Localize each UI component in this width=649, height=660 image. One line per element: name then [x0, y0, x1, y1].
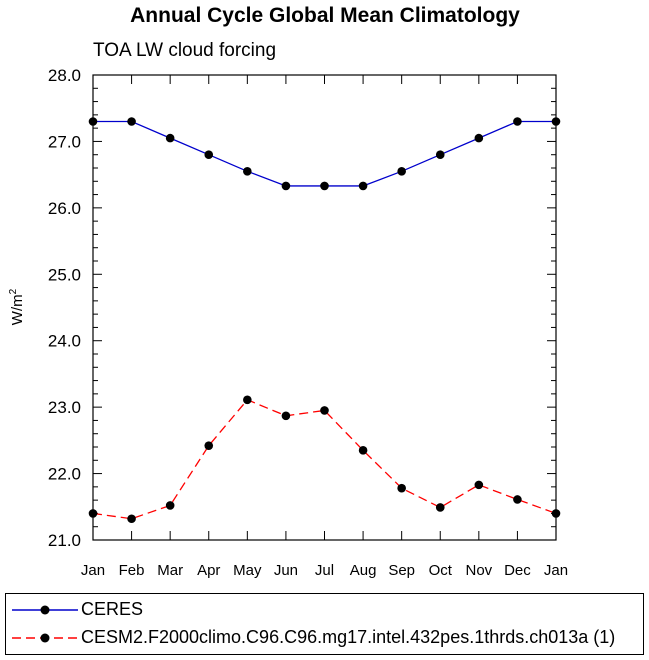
series-0-point: [397, 167, 406, 176]
legend: CERES CESM2.F2000climo.C96.C96.mg17.inte…: [5, 593, 644, 655]
y-tick-label: 28.0: [48, 66, 81, 85]
x-tick-label: Jun: [274, 562, 298, 579]
y-tick-label: 24.0: [48, 332, 81, 351]
series-0-point: [513, 117, 522, 126]
series-1-point: [435, 503, 445, 512]
y-tick-label: 21.0: [48, 531, 81, 550]
series-0-point: [165, 133, 175, 143]
legend-marker-cesm2: [12, 633, 78, 643]
series-0-point: [358, 181, 368, 191]
x-tick-label: Nov: [465, 562, 492, 579]
x-tick-label: Dec: [504, 562, 531, 579]
x-tick-label: Sep: [388, 562, 415, 579]
y-tick-label: 25.0: [48, 265, 81, 284]
chart-title: Annual Cycle Global Mean Climatology: [130, 4, 520, 27]
series-1-point: [320, 406, 329, 415]
series-1-point: [204, 441, 214, 450]
series-0-point: [243, 167, 252, 176]
legend-label-cesm2: CESM2.F2000climo.C96.C96.mg17.intel.432p…: [81, 627, 616, 647]
series-0-point: [204, 150, 214, 160]
series-0-point: [281, 181, 291, 191]
x-tick-label: Aug: [350, 562, 377, 579]
series-1-point: [513, 495, 522, 504]
x-tick-label: Oct: [429, 562, 453, 579]
x-tick-label: Jul: [315, 562, 334, 579]
y-tick-label: 26.0: [48, 199, 81, 218]
chart-subtitle: TOA LW cloud forcing: [93, 40, 276, 61]
series-1-point: [127, 514, 136, 524]
x-tick-label: Mar: [157, 562, 183, 579]
series-0-point: [320, 181, 329, 191]
series-1-point: [397, 483, 406, 493]
y-axis-label: W/m2: [8, 288, 26, 325]
legend-marker-ceres: [12, 605, 78, 615]
series-line-1: [92, 399, 557, 520]
chart-figure: Annual Cycle Global Mean Climatology TOA…: [8, 4, 568, 579]
y-axis-label-base: W/m: [9, 294, 26, 325]
series-1-point: [243, 395, 252, 405]
series-0-point: [435, 150, 445, 160]
series-1-point: [474, 480, 484, 490]
series-1-point: [358, 446, 368, 455]
y-tick-label: 27.0: [48, 132, 81, 151]
y-tick-label: 23.0: [48, 398, 81, 417]
series-line-0: [93, 120, 556, 187]
series-1-point: [281, 411, 291, 421]
series-0-point: [127, 117, 136, 126]
plot-frame: [92, 74, 557, 541]
x-tick-label: Jan: [81, 562, 105, 579]
y-axis-label-superscript: 2: [8, 288, 19, 294]
x-tick-label: Apr: [197, 562, 220, 579]
x-tick-label: Jan: [544, 562, 568, 579]
x-tick-label: May: [233, 562, 262, 579]
x-tick-label: Feb: [119, 562, 145, 579]
series-1-point: [165, 501, 175, 510]
legend-entry-cesm2: CESM2.F2000climo.C96.C96.mg17.intel.432p…: [6, 624, 643, 652]
legend-entry-ceres: CERES: [6, 596, 643, 624]
legend-label-ceres: CERES: [81, 599, 144, 619]
series-0-point: [474, 133, 484, 143]
y-tick-label: 22.0: [48, 465, 81, 484]
